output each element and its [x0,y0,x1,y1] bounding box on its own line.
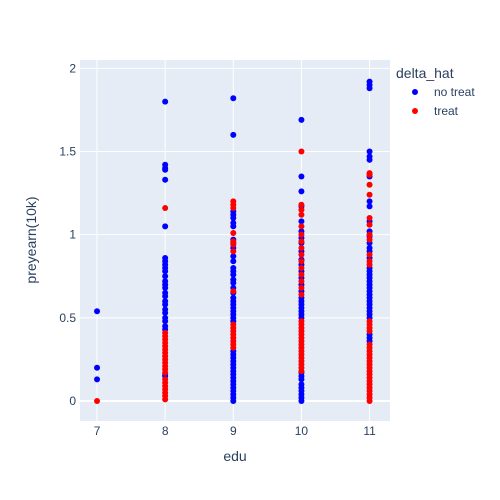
data-point [162,98,169,105]
data-point [366,148,373,155]
data-point [298,251,305,258]
data-point [230,95,237,102]
legend-item-treat[interactable]: treat [412,104,459,118]
legend-label-no-treat: no treat [434,85,475,99]
data-point [298,284,305,291]
data-point [366,261,373,268]
data-point [94,364,101,371]
x-tick-label: 8 [162,424,169,438]
data-point [162,369,169,376]
y-tick-label: 1.5 [59,144,76,158]
data-point [298,398,305,405]
data-point [366,203,373,210]
data-point [298,231,305,238]
y-tick-label: 0.5 [59,311,76,325]
data-point [366,221,373,228]
data-point [298,223,305,230]
data-point [298,376,305,383]
data-point [366,181,373,188]
data-point [230,279,237,286]
data-point [230,223,237,230]
data-point [162,223,169,230]
data-point [162,301,169,308]
data-point [366,191,373,198]
data-point [366,398,373,405]
legend-item-no-treat[interactable]: no treat [412,85,475,99]
y-tick-label: 1 [69,228,76,242]
data-point [298,271,305,278]
data-point [298,291,305,298]
data-point [366,215,373,222]
data-point [162,273,169,280]
data-point [162,268,169,275]
data-point [298,368,305,375]
x-tick-label: 9 [230,424,237,438]
data-point [230,241,237,248]
tick-labels: 0 0.5 1 1.5 2 7 8 9 10 11 [59,61,376,438]
legend-title: delta_hat [396,65,454,81]
data-point [298,238,305,245]
series-treat [94,148,373,405]
data-point [162,396,169,403]
x-tick-label: 10 [295,424,309,438]
data-point [162,166,169,173]
data-point [366,328,373,335]
data-point [298,218,305,225]
data-point [366,171,373,178]
x-axis-title: edu [223,448,246,464]
data-point [230,344,237,351]
data-point [230,248,237,255]
data-point [298,116,305,123]
data-point [298,278,305,285]
data-point [366,231,373,238]
data-point [298,173,305,180]
data-point [298,211,305,218]
y-tick-label: 2 [69,61,76,75]
data-markers [94,78,373,405]
data-point [230,215,237,222]
data-point [162,318,169,325]
data-point [366,251,373,258]
data-point [230,258,237,265]
y-tick-label: 0 [69,394,76,408]
data-point [230,131,237,138]
data-point [366,156,373,163]
data-point [298,188,305,195]
data-point [230,288,237,295]
data-point [162,309,169,316]
data-point [162,293,169,300]
data-point [298,201,305,208]
data-point [162,284,169,291]
legend: delta_hat no treat treat [396,65,475,118]
data-point [162,176,169,183]
legend-label-treat: treat [434,104,459,118]
data-point [162,205,169,212]
data-point [230,253,237,260]
data-point [366,198,373,205]
x-tick-label: 7 [94,424,101,438]
data-point [298,244,305,251]
data-point [298,148,305,155]
data-point [298,206,305,213]
data-point [298,264,305,271]
data-point [230,205,237,212]
legend-marker-no-treat [412,89,418,95]
legend-marker-treat [412,108,418,114]
data-point [230,230,237,237]
data-point [230,398,237,405]
data-point [230,271,237,278]
data-point [94,376,101,383]
data-point [94,398,101,405]
data-point [366,85,373,92]
data-point [366,236,373,243]
y-axis-title: preyearn(10k) [23,196,39,283]
x-tick-label: 11 [363,424,376,438]
data-point [94,308,101,315]
data-point [298,258,305,265]
